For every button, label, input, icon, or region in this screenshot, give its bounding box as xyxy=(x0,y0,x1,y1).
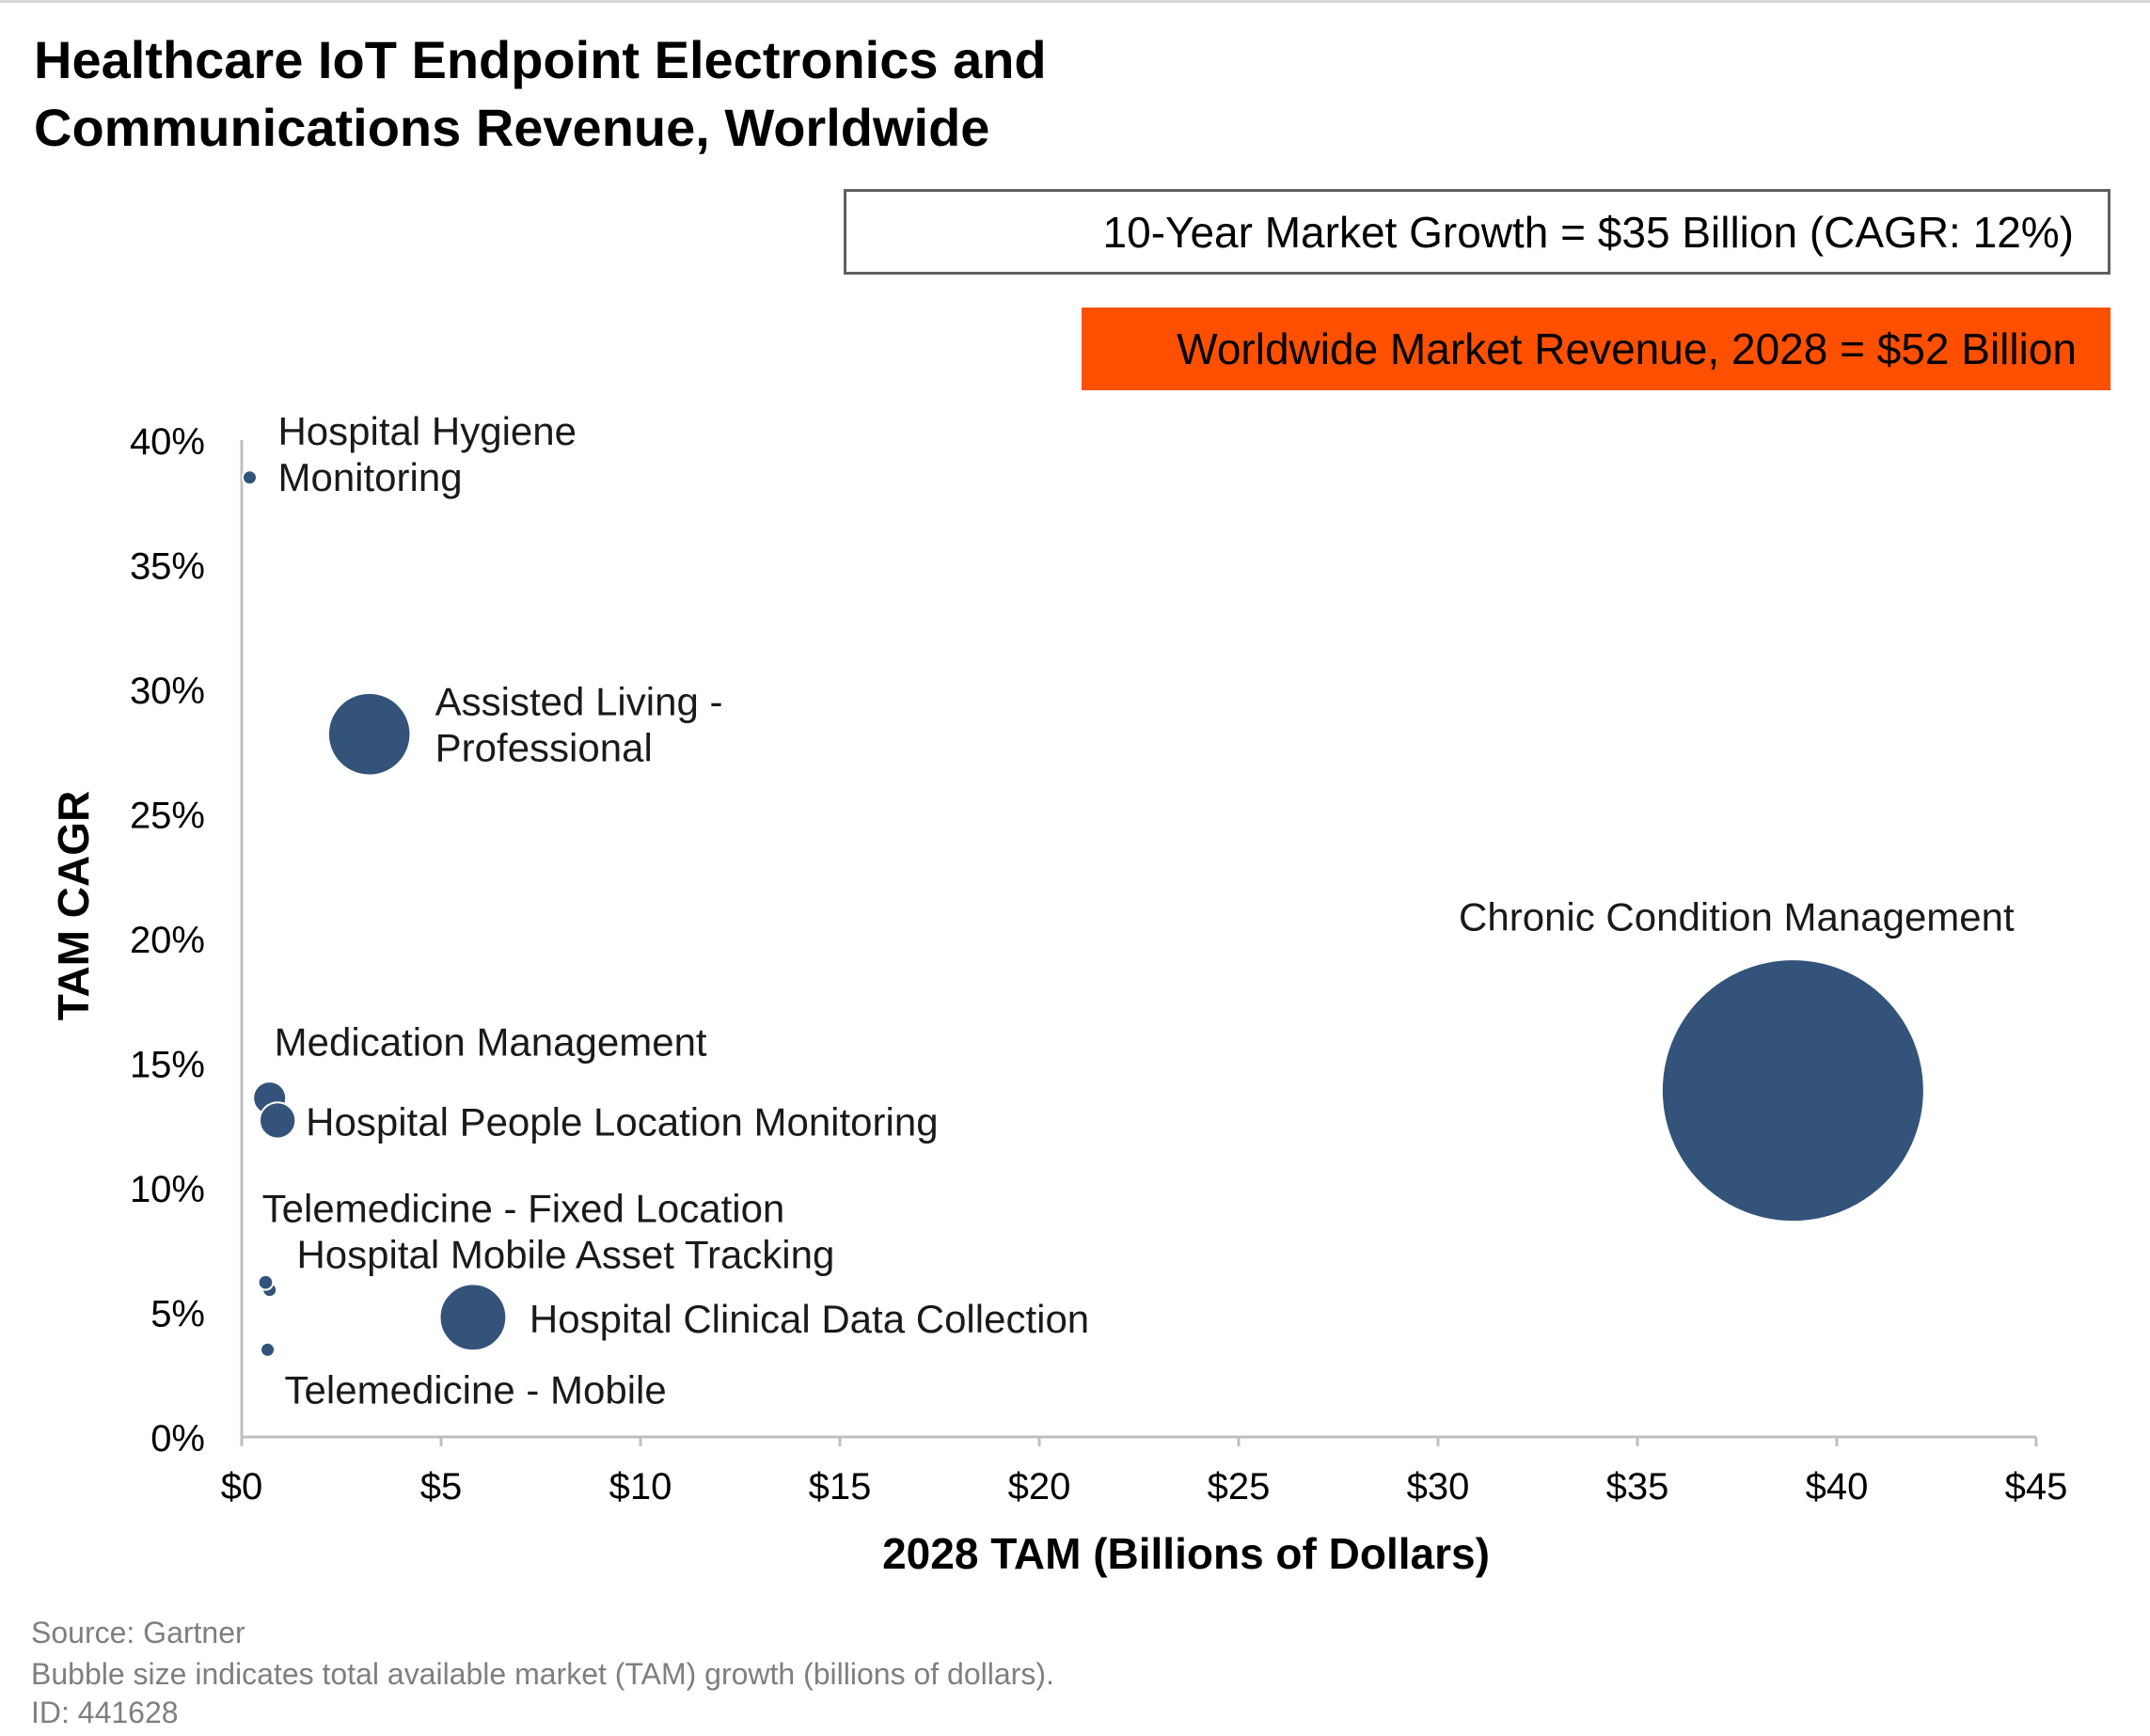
x-axis-title: 2028 TAM (Billions of Dollars) xyxy=(882,1529,1490,1578)
bubble-data-label: Chronic Condition Management xyxy=(1459,895,2015,939)
chart-title: Healthcare IoT Endpoint Electronics and … xyxy=(34,26,1257,162)
market-growth-callout: 10-Year Market Growth = $35 Billion (CAG… xyxy=(844,189,2110,275)
x-tick-label: $30 xyxy=(1407,1466,1470,1507)
y-tick-label: 30% xyxy=(130,671,205,712)
x-tick-label: $45 xyxy=(2005,1466,2068,1507)
y-tick-label: 5% xyxy=(150,1294,205,1335)
y-tick-label: 35% xyxy=(130,546,205,588)
footer-note: Bubble size indicates total available ma… xyxy=(31,1657,1054,1691)
x-tick-label: $0 xyxy=(221,1466,263,1507)
x-tick-label: $35 xyxy=(1606,1466,1669,1507)
bubble-data-label: Hospital Hygiene xyxy=(277,409,577,453)
y-tick-label: 0% xyxy=(150,1418,205,1460)
bubble-point xyxy=(257,1273,275,1291)
footer-source: Source: Gartner xyxy=(31,1616,245,1649)
market-revenue-callout: Worldwide Market Revenue, 2028 = $52 Bil… xyxy=(1082,308,2110,390)
bubble-data-label: Monitoring xyxy=(277,455,462,499)
x-tick-label: $20 xyxy=(1008,1466,1071,1507)
bubble-data-label: Professional xyxy=(435,726,653,770)
bubble-data-label: Telemedicine - Fixed Location xyxy=(262,1187,785,1231)
bubble-data-label: Medication Management xyxy=(275,1020,707,1065)
market-growth-text: 10-Year Market Growth = $35 Billion (CAG… xyxy=(1102,207,2074,257)
y-axis-title: TAM CAGR xyxy=(49,791,98,1020)
top-divider xyxy=(0,0,2150,3)
bubble-point xyxy=(258,1101,297,1140)
bubble-data-label: Hospital Clinical Data Collection xyxy=(530,1297,1089,1341)
y-tick-label: 20% xyxy=(130,920,205,961)
x-tick-label: $5 xyxy=(420,1466,463,1507)
y-tick-label: 25% xyxy=(130,796,205,837)
x-tick-label: $15 xyxy=(809,1466,872,1507)
y-tick-label: 40% xyxy=(130,421,205,463)
bubble-point xyxy=(437,1282,509,1353)
market-revenue-text: Worldwide Market Revenue, 2028 = $52 Bil… xyxy=(1177,324,2077,373)
x-tick-label: $25 xyxy=(1208,1466,1271,1507)
bubble-point xyxy=(241,469,258,486)
bubble-data-label: Assisted Living - xyxy=(435,680,723,724)
bubble-data-label: Hospital People Location Monitoring xyxy=(306,1099,938,1144)
bubble-point xyxy=(1659,957,1926,1224)
footer-id: ID: 441628 xyxy=(31,1696,179,1729)
bubble-data-label: Hospital Mobile Asset Tracking xyxy=(296,1233,834,1277)
bubble-point xyxy=(260,1341,277,1358)
x-tick-label: $40 xyxy=(1806,1466,1869,1507)
bubble-data-label: Telemedicine - Mobile xyxy=(285,1367,667,1412)
chart-title-line-2: Communications Revenue, Worldwide xyxy=(34,98,990,157)
y-tick-label: 10% xyxy=(130,1169,205,1210)
y-tick-label: 15% xyxy=(130,1045,205,1086)
bubble-point xyxy=(325,690,413,778)
chart-title-line-1: Healthcare IoT Endpoint Electronics and xyxy=(34,30,1047,89)
x-tick-label: $10 xyxy=(609,1466,672,1507)
